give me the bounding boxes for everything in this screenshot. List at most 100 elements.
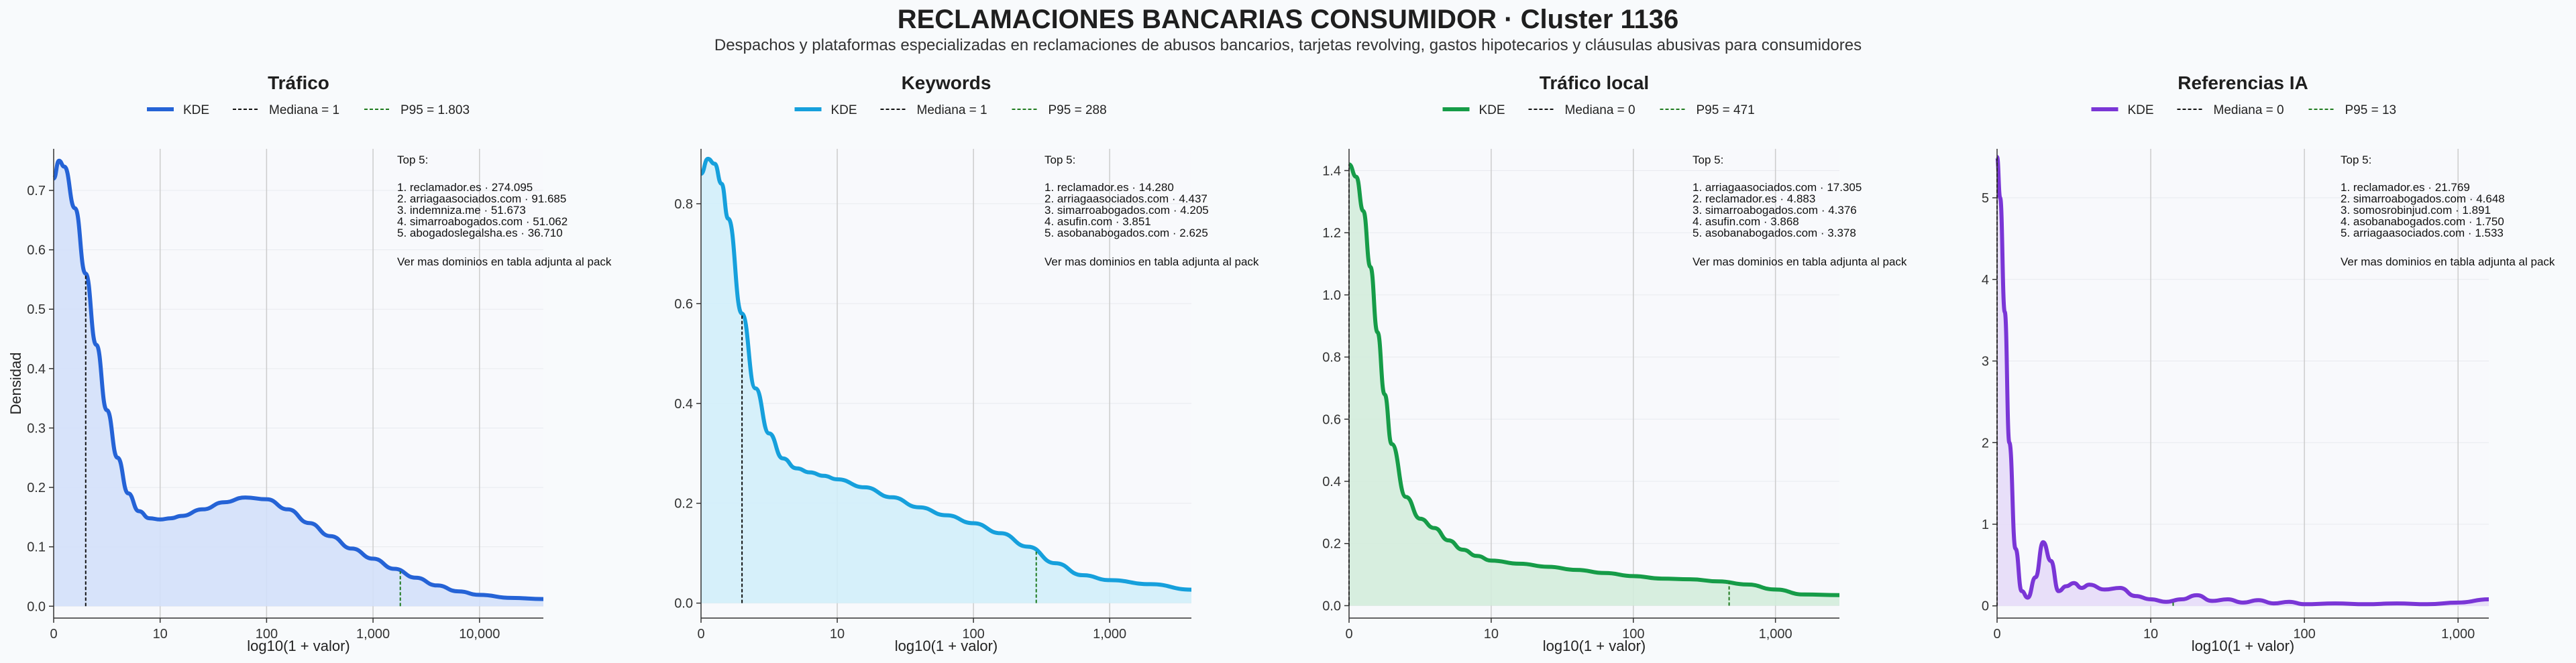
legend-median-label: Mediana = 1 xyxy=(917,103,987,117)
top5-item: 3. simarroabogados.com · 4.205 xyxy=(1044,204,1209,217)
x-tick-label: 100 xyxy=(2293,627,2315,642)
panels: 0.00.10.20.30.40.50.60.70 10 100 1,000 10,00… xyxy=(7,72,2555,654)
top5-item: 1. reclamador.es · 21.769 xyxy=(2341,181,2470,194)
x-tick-label: 100 xyxy=(1622,627,1644,642)
kde-area xyxy=(701,158,1191,603)
y-tick-label: 4 xyxy=(1982,273,1989,288)
x-tick-label: 1,000 xyxy=(356,627,390,642)
x-tick-label: 100 xyxy=(256,627,278,642)
legend: KDE Mediana = 0 P95 = 471 xyxy=(1442,103,1755,117)
figure-title: RECLAMACIONES BANCARIAS CONSUMIDOR · Clu… xyxy=(898,5,1679,34)
top5-item: 5. arriagaasociados.com · 1.533 xyxy=(2341,227,2504,239)
top5-item: 2. simarroabogados.com · 4.648 xyxy=(2341,192,2505,205)
top5-note: Ver mas dominios en tabla adjunta al pac… xyxy=(397,255,612,268)
panel-4: 0 1 2 3 4 5 0 10 100 1,000 log10(1 + valor) Referen… xyxy=(1982,72,2555,654)
y-tick-label: 0.6 xyxy=(27,243,46,258)
x-tick-label: 10 xyxy=(2143,627,2158,642)
legend-kde-label: KDE xyxy=(1479,103,1505,117)
legend: KDE Mediana = 0 P95 = 13 xyxy=(2091,103,2397,117)
y-tick-label: 0.6 xyxy=(674,297,693,312)
top5-item: 5. asobanabogados.com · 2.625 xyxy=(1044,227,1208,239)
x-axis-label: log10(1 + valor) xyxy=(1543,638,1646,654)
x-axis-label: log10(1 + valor) xyxy=(247,638,350,654)
y-tick-label: 0.4 xyxy=(27,362,46,377)
x-tick-label: 100 xyxy=(962,627,984,642)
panel-3: 0.0 0.2 0.4 0.6 0.8 1.0 1.2 1.4 0 10 100 1,000 log10… xyxy=(1322,72,1907,654)
panel-1: 0.0 0.1 0.2 0.3 0.4 0.5 0.6 0.7 0 10 100 1,000 10,00… xyxy=(7,72,612,654)
top5-item: 4. asufin.com · 3.868 xyxy=(1693,215,1799,228)
y-tick-label: 1 xyxy=(1982,518,1989,532)
y-tick-label: 0.2 xyxy=(674,497,693,511)
x-tick-label: 1,000 xyxy=(1093,627,1126,642)
y-tick-label: 0.4 xyxy=(674,397,693,412)
figure-subtitle: Despachos y plataformas especializadas e… xyxy=(714,36,1862,54)
x-tick-label: 1,000 xyxy=(1759,627,1792,642)
y-tick-label: 2 xyxy=(1982,436,1989,450)
legend-p95-label: P95 = 1.803 xyxy=(400,103,470,117)
panel-title: Tráfico local xyxy=(1540,72,1649,93)
x-tick-label: 10 xyxy=(1484,627,1499,642)
top5-item: 4. asufin.com · 3.851 xyxy=(1044,215,1151,228)
top5-title: Top 5: xyxy=(1044,154,1075,166)
kde-area xyxy=(1349,164,1839,606)
panel-title: Keywords xyxy=(902,72,991,93)
top5-item: 3. somosrobinjud.com · 1.891 xyxy=(2341,204,2491,217)
panel-2: 0.0 0.2 0.4 0.6 0.8 0 10 100 1,000 log10(1 + valo… xyxy=(674,72,1259,654)
y-tick-label: 3 xyxy=(1982,355,1989,369)
legend-median-label: Mediana = 0 xyxy=(1565,103,1635,117)
panel-title: Tráfico xyxy=(268,72,329,93)
top5-note: Ver mas dominios en tabla adjunta al pac… xyxy=(1044,255,1259,268)
x-tick-label: 10,000 xyxy=(459,627,500,642)
top5-note: Ver mas dominios en tabla adjunta al pac… xyxy=(2341,255,2555,268)
y-tick-label: 1.0 xyxy=(1322,288,1341,303)
legend-kde-label: KDE xyxy=(2128,103,2154,117)
top5-item: 2. arriagaasociados.com · 91.685 xyxy=(397,192,566,205)
top5-item: 4. simarroabogados.com · 51.062 xyxy=(397,215,568,228)
kde-line xyxy=(1348,162,1840,597)
y-tick-label: 0.8 xyxy=(1322,351,1341,365)
y-tick-label: 0.6 xyxy=(1322,412,1341,427)
y-tick-label: 0.3 xyxy=(27,421,46,436)
y-tick-label: 0.2 xyxy=(1322,537,1341,552)
x-tick-label: 10 xyxy=(153,627,168,642)
top5-item: 2. reclamador.es · 4.883 xyxy=(1693,192,1815,205)
x-tick-label: 0 xyxy=(1993,627,2000,642)
top5-title: Top 5: xyxy=(1693,154,1723,166)
top5-annotation: Top 5: 1. arriagaasociados.com · 17.3052.… xyxy=(1693,154,1907,268)
top5-title: Top 5: xyxy=(397,154,428,166)
legend-kde-label: KDE xyxy=(831,103,857,117)
y-tick-label: 0.0 xyxy=(27,599,46,614)
y-tick-label: 0 xyxy=(1982,599,1989,614)
kde-line xyxy=(52,158,544,601)
legend-kde-label: KDE xyxy=(183,103,209,117)
top5-item: 1. arriagaasociados.com · 17.305 xyxy=(1693,181,1862,194)
top5-title: Top 5: xyxy=(2341,154,2371,166)
plot-area xyxy=(1997,149,2489,618)
x-tick-label: 0 xyxy=(50,627,57,642)
y-tick-label: 0.2 xyxy=(27,481,46,495)
top5-item: 3. simarroabogados.com · 4.376 xyxy=(1693,204,1857,217)
x-axis-label: log10(1 + valor) xyxy=(895,638,998,654)
legend-p95-label: P95 = 471 xyxy=(1697,103,1755,117)
y-tick-label: 0.7 xyxy=(27,184,46,198)
x-tick-label: 10 xyxy=(830,627,845,642)
top5-item: 3. indemniza.me · 51.673 xyxy=(397,204,526,217)
kde-line xyxy=(1995,155,2489,607)
x-axis-label: log10(1 + valor) xyxy=(2192,638,2294,654)
legend-p95-label: P95 = 13 xyxy=(2345,103,2397,117)
top5-item: 1. reclamador.es · 14.280 xyxy=(1044,181,1174,194)
y-tick-label: 0.1 xyxy=(27,540,46,555)
y-tick-label: 1.4 xyxy=(1322,164,1341,178)
legend: KDE Mediana = 1 P95 = 288 xyxy=(794,103,1107,117)
top5-item: 5. abogadoslegalsha.es · 36.710 xyxy=(397,227,563,239)
x-tick-label: 0 xyxy=(697,627,704,642)
y-tick-label: 0.8 xyxy=(674,197,693,212)
legend-median-label: Mediana = 0 xyxy=(2214,103,2284,117)
top5-note: Ver mas dominios en tabla adjunta al pac… xyxy=(1693,255,1907,268)
y-tick-label: 5 xyxy=(1982,191,1989,206)
top5-item: 5. asobanabogados.com · 3.378 xyxy=(1693,227,1856,239)
x-tick-label: 1,000 xyxy=(2441,627,2475,642)
